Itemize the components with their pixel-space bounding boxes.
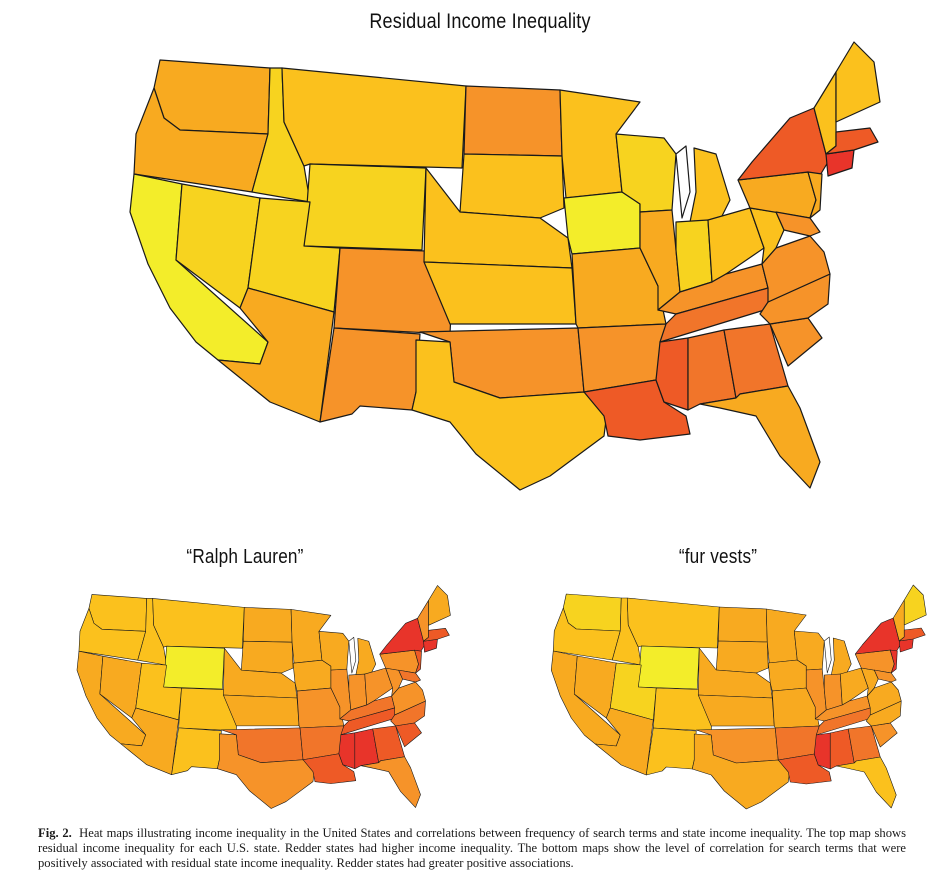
map-ralph-lauren <box>76 585 451 809</box>
caption-text: Heat maps illustrating income inequality… <box>38 826 907 871</box>
state-oh <box>707 207 765 283</box>
state-wy <box>163 645 225 690</box>
state-az <box>120 707 179 775</box>
caption-label: Fig. 2. <box>38 826 72 840</box>
state-va <box>391 681 426 716</box>
state-nm <box>319 327 421 423</box>
state-ia <box>767 659 807 692</box>
state-md <box>398 669 421 683</box>
state-ks <box>697 694 775 727</box>
state-ma <box>423 627 450 642</box>
state-nd <box>242 607 293 643</box>
state-nj <box>807 171 823 219</box>
state-mt <box>281 67 467 169</box>
state-ma <box>825 127 879 155</box>
state-tx <box>411 339 609 491</box>
state-sd <box>240 640 294 674</box>
state-nm <box>171 727 222 775</box>
state-az <box>594 707 654 776</box>
state-oh <box>364 667 393 706</box>
map-title-ralph-lauren: “Ralph Lauren” <box>186 546 304 568</box>
state-ms <box>655 337 689 411</box>
state-in <box>823 673 843 711</box>
map-fur-vests <box>550 584 927 810</box>
state-nd <box>463 85 563 157</box>
state-fl <box>835 756 897 809</box>
state-ia <box>563 191 641 255</box>
state-ms <box>813 732 831 770</box>
state-mi <box>355 637 377 676</box>
state-ia <box>292 659 332 692</box>
state-tx <box>217 733 316 809</box>
state-wy <box>637 645 700 690</box>
state-in <box>675 219 713 293</box>
state-oh <box>839 667 869 706</box>
state-in <box>348 673 368 711</box>
state-nm <box>645 727 697 776</box>
state-nj <box>889 649 898 674</box>
map-title-fur-vests: “fur vests” <box>678 546 758 568</box>
lake-michigan <box>823 636 832 674</box>
state-ks <box>223 694 300 727</box>
state-nd <box>717 606 768 643</box>
state-ny <box>854 617 901 656</box>
lake-michigan <box>348 636 357 674</box>
state-sd <box>459 153 565 219</box>
state-me <box>428 585 451 626</box>
state-tx <box>691 733 791 810</box>
state-wy <box>303 163 427 251</box>
state-ny <box>379 618 425 656</box>
state-sd <box>715 640 769 674</box>
state-md <box>873 669 897 683</box>
map-residual-income-inequality <box>129 41 881 491</box>
state-va <box>761 235 831 303</box>
state-mi <box>689 147 731 223</box>
state-mi <box>830 637 852 676</box>
state-ms <box>338 732 356 769</box>
state-mt <box>152 598 245 649</box>
state-az <box>217 287 335 423</box>
state-me <box>835 41 881 123</box>
state-mt <box>626 597 720 649</box>
state-md <box>775 211 821 237</box>
figure-caption: Fig. 2. Heat maps illustrating income in… <box>38 826 906 872</box>
state-ma <box>898 627 926 642</box>
state-ny <box>737 107 829 183</box>
lake-michigan <box>675 145 691 219</box>
main-map-title: Residual Income Inequality <box>369 10 591 33</box>
state-va <box>866 681 902 716</box>
state-me <box>903 584 927 626</box>
state-ks <box>423 261 577 325</box>
state-fl <box>360 756 421 808</box>
state-nj <box>414 649 422 674</box>
state-fl <box>699 385 821 489</box>
